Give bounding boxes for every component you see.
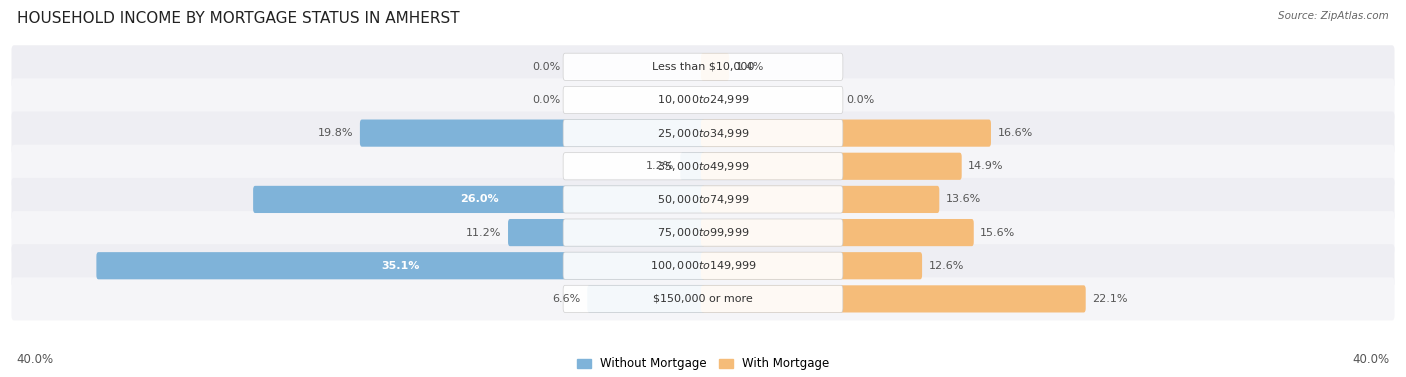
FancyBboxPatch shape (564, 120, 842, 147)
Text: 16.6%: 16.6% (997, 128, 1033, 138)
FancyBboxPatch shape (11, 277, 1395, 320)
Text: 0.0%: 0.0% (531, 95, 560, 105)
FancyBboxPatch shape (97, 252, 704, 279)
Text: $35,000 to $49,999: $35,000 to $49,999 (657, 160, 749, 173)
FancyBboxPatch shape (588, 285, 704, 313)
FancyBboxPatch shape (564, 53, 842, 80)
FancyBboxPatch shape (702, 252, 922, 279)
FancyBboxPatch shape (11, 178, 1395, 221)
FancyBboxPatch shape (11, 78, 1395, 121)
FancyBboxPatch shape (508, 219, 704, 246)
FancyBboxPatch shape (702, 285, 1085, 313)
FancyBboxPatch shape (702, 153, 962, 180)
FancyBboxPatch shape (11, 145, 1395, 188)
Text: 6.6%: 6.6% (553, 294, 581, 304)
Text: Less than $10,000: Less than $10,000 (652, 62, 754, 72)
Text: Source: ZipAtlas.com: Source: ZipAtlas.com (1278, 11, 1389, 21)
FancyBboxPatch shape (253, 186, 704, 213)
Text: 1.4%: 1.4% (735, 62, 763, 72)
Text: 12.6%: 12.6% (928, 261, 965, 271)
Text: 40.0%: 40.0% (17, 353, 53, 366)
Text: 35.1%: 35.1% (381, 261, 420, 271)
Text: 0.0%: 0.0% (846, 95, 875, 105)
Text: 11.2%: 11.2% (467, 228, 502, 238)
FancyBboxPatch shape (11, 244, 1395, 287)
FancyBboxPatch shape (702, 186, 939, 213)
Text: $50,000 to $74,999: $50,000 to $74,999 (657, 193, 749, 206)
FancyBboxPatch shape (702, 53, 730, 80)
FancyBboxPatch shape (11, 112, 1395, 155)
Text: 26.0%: 26.0% (460, 195, 498, 204)
FancyBboxPatch shape (564, 285, 842, 313)
FancyBboxPatch shape (702, 219, 974, 246)
FancyBboxPatch shape (360, 120, 704, 147)
Text: 14.9%: 14.9% (969, 161, 1004, 171)
FancyBboxPatch shape (564, 252, 842, 279)
Text: 0.0%: 0.0% (531, 62, 560, 72)
Text: 19.8%: 19.8% (318, 128, 353, 138)
Text: $75,000 to $99,999: $75,000 to $99,999 (657, 226, 749, 239)
Legend: Without Mortgage, With Mortgage: Without Mortgage, With Mortgage (572, 352, 834, 375)
Text: 1.2%: 1.2% (645, 161, 673, 171)
Text: $150,000 or more: $150,000 or more (654, 294, 752, 304)
Text: 40.0%: 40.0% (1353, 353, 1389, 366)
Text: $100,000 to $149,999: $100,000 to $149,999 (650, 259, 756, 272)
FancyBboxPatch shape (681, 153, 704, 180)
FancyBboxPatch shape (564, 219, 842, 246)
FancyBboxPatch shape (564, 186, 842, 213)
FancyBboxPatch shape (11, 45, 1395, 88)
Text: 15.6%: 15.6% (980, 228, 1015, 238)
Text: $10,000 to $24,999: $10,000 to $24,999 (657, 93, 749, 106)
Text: 13.6%: 13.6% (946, 195, 981, 204)
Text: $25,000 to $34,999: $25,000 to $34,999 (657, 127, 749, 139)
Text: HOUSEHOLD INCOME BY MORTGAGE STATUS IN AMHERST: HOUSEHOLD INCOME BY MORTGAGE STATUS IN A… (17, 11, 460, 26)
FancyBboxPatch shape (564, 153, 842, 180)
FancyBboxPatch shape (564, 86, 842, 113)
Text: 22.1%: 22.1% (1092, 294, 1128, 304)
FancyBboxPatch shape (702, 120, 991, 147)
FancyBboxPatch shape (11, 211, 1395, 254)
